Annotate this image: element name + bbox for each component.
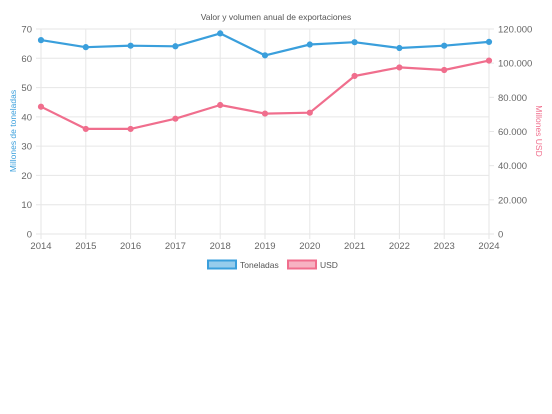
series — [37, 30, 493, 133]
x-tick-label: 2020 — [299, 241, 320, 252]
data-point[interactable] — [37, 37, 45, 44]
y-right-tick-label: 120.000 — [498, 25, 532, 36]
y-right-tick-label: 20.000 — [498, 195, 527, 206]
y-left-tick-label: 70 — [21, 25, 32, 36]
data-point[interactable] — [82, 44, 89, 51]
data-point[interactable] — [172, 43, 179, 50]
y-left-tick-label: 40 — [21, 112, 32, 123]
legend-label: USD — [320, 260, 338, 270]
legend-swatch — [287, 259, 317, 270]
series-usd — [37, 57, 493, 133]
data-point[interactable] — [396, 64, 403, 71]
x-tick-label: 2018 — [210, 241, 231, 252]
data-point[interactable] — [306, 109, 313, 116]
data-point[interactable] — [127, 42, 134, 49]
axes: 2014 2015 2016 2017 2018 2019 2020 2021 2022 2023… — [21, 25, 532, 253]
x-tick-label: 2023 — [434, 241, 455, 252]
data-point[interactable] — [441, 66, 448, 74]
y-left-tick-label: 50 — [21, 83, 32, 94]
x-tick-label: 2019 — [254, 241, 275, 252]
x-tick-label: 2022 — [389, 241, 410, 252]
x-tick-label: 2014 — [30, 241, 51, 252]
y-left-axis-title: Millones de toneladas — [8, 90, 18, 172]
x-tick-label: 2016 — [120, 241, 141, 252]
y-right-tick-label: 100.000 — [498, 59, 532, 70]
y-left-tick-label: 60 — [21, 54, 32, 65]
data-point[interactable] — [485, 57, 493, 64]
y-left-tick-label: 30 — [21, 142, 32, 153]
data-point[interactable] — [485, 38, 493, 45]
series-toneladas — [37, 30, 493, 59]
data-point[interactable] — [396, 44, 403, 52]
legend-swatch — [207, 259, 237, 270]
x-tick-label: 2015 — [75, 241, 96, 252]
data-point[interactable] — [261, 52, 269, 59]
data-point[interactable] — [217, 30, 224, 37]
y-left-tick-label: 10 — [21, 200, 32, 211]
data-point[interactable] — [306, 41, 313, 48]
grid — [36, 28, 494, 239]
legend-label: Toneladas — [240, 260, 279, 270]
x-tick-label: 2017 — [165, 241, 186, 252]
y-right-tick-label: 80.000 — [498, 93, 527, 104]
data-point[interactable] — [82, 125, 89, 133]
data-point[interactable] — [441, 42, 448, 49]
data-point[interactable] — [351, 72, 358, 80]
data-point[interactable] — [217, 101, 224, 109]
x-tick-label: 2021 — [344, 241, 365, 252]
y-right-tick-label: 0 — [498, 230, 503, 241]
legend-item-usd[interactable]: USD — [287, 259, 338, 270]
chart-title: Valor y volumen anual de exportaciones — [201, 12, 352, 22]
y-right-axis-title: Millones USD — [534, 105, 544, 157]
y-right-tick-label: 60.000 — [498, 127, 527, 138]
data-point[interactable] — [37, 103, 45, 110]
data-point[interactable] — [127, 125, 134, 133]
y-left-tick-label: 0 — [27, 230, 32, 241]
data-point[interactable] — [351, 39, 358, 46]
x-tick-label: 2024 — [478, 241, 499, 252]
legend: Toneladas USD — [207, 259, 338, 270]
data-point[interactable] — [172, 115, 179, 122]
y-right-tick-label: 40.000 — [498, 161, 527, 172]
y-left-tick-label: 20 — [21, 171, 32, 182]
data-point[interactable] — [261, 110, 269, 117]
legend-item-toneladas[interactable]: Toneladas — [207, 259, 279, 270]
